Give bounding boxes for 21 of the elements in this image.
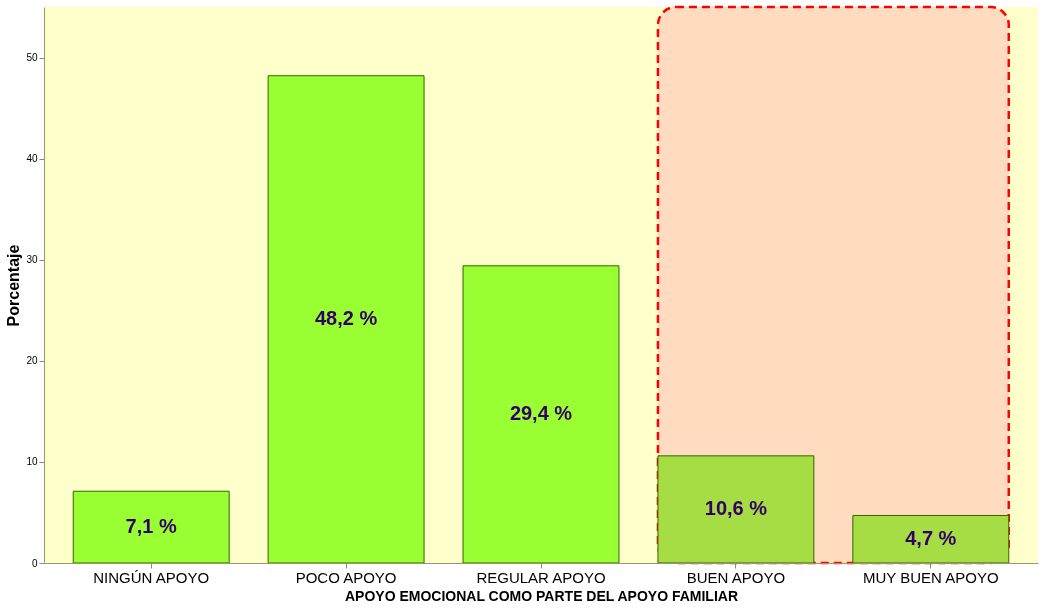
x-axis-title: APOYO EMOCIONAL COMO PARTE DEL APOYO FAMILIAR <box>344 587 739 604</box>
data-label: 7,1 % <box>125 515 177 538</box>
y-tick-label: 10 <box>26 456 38 468</box>
data-label: 4,7 % <box>905 527 957 550</box>
y-axis-title: Porcentaje <box>5 244 23 327</box>
data-label: 10,6 % <box>704 497 768 520</box>
y-tick-label: 50 <box>26 52 38 64</box>
y-tick-label: 20 <box>26 355 38 367</box>
x-tick-label: MUY BUEN APOYO <box>863 568 999 586</box>
y-tick-label: 0 <box>31 557 38 569</box>
data-label: 29,4 % <box>509 402 573 425</box>
bar <box>267 75 425 564</box>
bar <box>462 265 620 564</box>
data-label: 48,2 % <box>314 307 378 330</box>
y-tick-label: 30 <box>26 254 38 266</box>
y-tick-label: 40 <box>26 153 38 165</box>
x-tick-label: BUEN APOYO <box>686 568 786 586</box>
x-tick-label: POCO APOYO <box>295 568 397 586</box>
x-tick-label: REGULAR APOYO <box>476 568 606 586</box>
x-tick-label: NINGÚN APOYO <box>93 568 210 586</box>
bar <box>72 490 230 564</box>
